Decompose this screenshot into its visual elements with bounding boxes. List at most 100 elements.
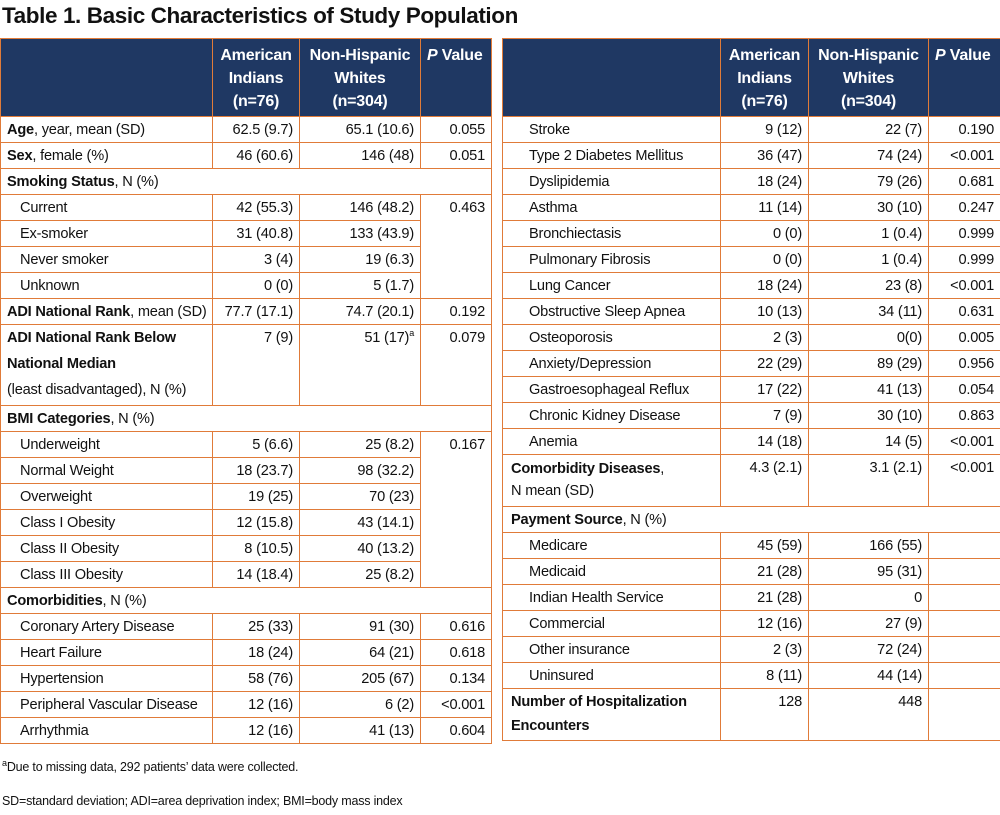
cell-p: 0.051 [420, 142, 492, 169]
table-row: Medicare 45 (59) 166 (55) [502, 532, 1000, 559]
section-row: Smoking Status, N (%) [0, 168, 492, 195]
cell-ai: 8 (10.5) [212, 535, 300, 562]
cell-ai: 31 (40.8) [212, 220, 300, 247]
cell-p: 0.863 [928, 402, 1000, 429]
cell-nhw: 44 (14) [808, 662, 929, 689]
row-label: Peripheral Vascular Disease [0, 691, 213, 718]
row-label: Class I Obesity [0, 509, 213, 536]
footnote-missing-data: aDue to missing data, 292 patients’ data… [2, 757, 299, 774]
cell-p: <0.001 [928, 272, 1000, 299]
section-row: BMI Categories, N (%) [0, 405, 492, 432]
cell-p: <0.001 [928, 142, 1000, 169]
cell-nhw: 25 (8.2) [299, 431, 421, 458]
cell-ai: 12 (16) [212, 691, 300, 718]
row-label: Age, year, mean (SD) [0, 116, 213, 143]
row-label: Type 2 Diabetes Mellitus [502, 142, 721, 169]
header-american-indians: American Indians (n=76) [212, 38, 300, 117]
row-label: Dyslipidemia [502, 168, 721, 195]
table-row: Obstructive Sleep Apnea 10 (13) 34 (11) … [502, 298, 1000, 325]
cell-ai: 17 (22) [720, 376, 809, 403]
cell-nhw: 448 [808, 688, 929, 741]
table-row: Stroke 9 (12) 22 (7) 0.190 [502, 116, 1000, 143]
section-label-payment: Payment Source, N (%) [502, 506, 1000, 533]
cell-nhw: 89 (29) [808, 350, 929, 377]
cell-p: 0.247 [928, 194, 1000, 221]
header-p-value: P Value [928, 38, 1000, 117]
table-row: Overweight 19 (25) 70 (23) [0, 483, 492, 510]
cell-nhw: 98 (32.2) [299, 457, 421, 484]
cell-nhw: 41 (13) [808, 376, 929, 403]
cell-ai: 0 (0) [720, 246, 809, 273]
table-row: Dyslipidemia 18 (24) 79 (26) 0.681 [502, 168, 1000, 195]
row-label: Normal Weight [0, 457, 213, 484]
row-label: Osteoporosis [502, 324, 721, 351]
cell-nhw: 74 (24) [808, 142, 929, 169]
row-label: Overweight [0, 483, 213, 510]
cell-ai: 14 (18) [720, 428, 809, 455]
row-label: Chronic Kidney Disease [502, 402, 721, 429]
cell-p: 0.604 [420, 717, 492, 744]
row-label: Medicare [502, 532, 721, 559]
cell-p: 0.054 [928, 376, 1000, 403]
cell-ai: 45 (59) [720, 532, 809, 559]
table-row: Normal Weight 18 (23.7) 98 (32.2) [0, 457, 492, 484]
header-non-hispanic-whites: Non-Hispanic Whites (n=304) [299, 38, 421, 117]
cell-nhw: 23 (8) [808, 272, 929, 299]
cell-p: 0.192 [420, 298, 492, 325]
cell-nhw: 65.1 (10.6) [299, 116, 421, 143]
table-row: Peripheral Vascular Disease 12 (16) 6 (2… [0, 691, 492, 718]
cell-p: 0.190 [928, 116, 1000, 143]
table-row: Lung Cancer 18 (24) 23 (8) <0.001 [502, 272, 1000, 299]
cell-nhw: 74.7 (20.1) [299, 298, 421, 325]
table-row: Other insurance 2 (3) 72 (24) [502, 636, 1000, 663]
cell-ai: 18 (24) [720, 272, 809, 299]
cell-p [928, 584, 1000, 611]
row-label: Unknown [0, 272, 213, 299]
cell-p: 0.616 [420, 613, 492, 640]
table-row: Anemia 14 (18) 14 (5) <0.001 [502, 428, 1000, 455]
section-row: Comorbidities, N (%) [0, 587, 492, 614]
header-american-indians: American Indians (n=76) [720, 38, 809, 117]
cell-ai: 0 (0) [212, 272, 300, 299]
cell-p [928, 610, 1000, 637]
table-row: Gastroesophageal Reflux 17 (22) 41 (13) … [502, 376, 1000, 403]
cell-ai: 18 (24) [212, 639, 300, 666]
cell-ai: 18 (24) [720, 168, 809, 195]
table-row: Type 2 Diabetes Mellitus 36 (47) 74 (24)… [502, 142, 1000, 169]
cell-ai: 36 (47) [720, 142, 809, 169]
cell-p: <0.001 [420, 691, 492, 718]
header-row: American Indians (n=76) Non-Hispanic Whi… [0, 38, 492, 117]
table-row: Asthma 11 (14) 30 (10) 0.247 [502, 194, 1000, 221]
cell-nhw: 41 (13) [299, 717, 421, 744]
cell-nhw: 19 (6.3) [299, 246, 421, 273]
row-label: Bronchiectasis [502, 220, 721, 247]
cell-p: <0.001 [928, 428, 1000, 455]
cell-ai: 5 (6.6) [212, 431, 300, 458]
cell-nhw: 22 (7) [808, 116, 929, 143]
row-label: Asthma [502, 194, 721, 221]
table-row: Heart Failure 18 (24) 64 (21) 0.618 [0, 639, 492, 666]
cell-ai: 18 (23.7) [212, 457, 300, 484]
table-row: Hypertension 58 (76) 205 (67) 0.134 [0, 665, 492, 692]
row-label: Pulmonary Fibrosis [502, 246, 721, 273]
cell-nhw: 40 (13.2) [299, 535, 421, 562]
cell-ai: 14 (18.4) [212, 561, 300, 588]
cell-nhw: 72 (24) [808, 636, 929, 663]
table-row: Osteoporosis 2 (3) 0(0) 0.005 [502, 324, 1000, 351]
cell-nhw: 1 (0.4) [808, 246, 929, 273]
table-row: Class III Obesity 14 (18.4) 25 (8.2) [0, 561, 492, 588]
cell-ai: 10 (13) [720, 298, 809, 325]
cell-p [928, 558, 1000, 585]
row-label: Anemia [502, 428, 721, 455]
cell-p: 0.134 [420, 665, 492, 692]
table-row: Anxiety/Depression 22 (29) 89 (29) 0.956 [502, 350, 1000, 377]
section-label-bmi: BMI Categories, N (%) [0, 405, 492, 432]
row-label: Gastroesophageal Reflux [502, 376, 721, 403]
cell-p [928, 662, 1000, 689]
cell-ai: 2 (3) [720, 636, 809, 663]
cell-nhw: 70 (23) [299, 483, 421, 510]
cell-p: 0.681 [928, 168, 1000, 195]
row-label: Sex, female (%) [0, 142, 213, 169]
cell-ai: 21 (28) [720, 584, 809, 611]
table-title: Table 1. Basic Characteristics of Study … [2, 3, 518, 28]
